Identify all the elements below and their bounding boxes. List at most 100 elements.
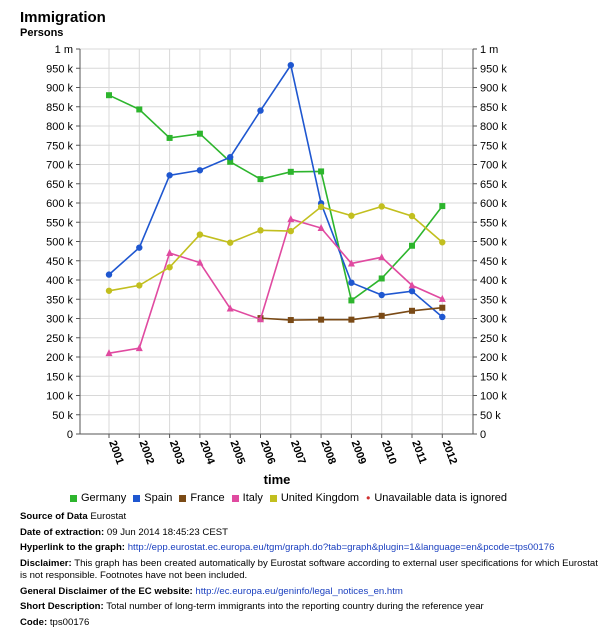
y-tick-label-left: 900 k [46,83,73,95]
point-germany [136,106,142,112]
point-spain [288,62,294,68]
y-tick-label-right: 1 m [480,44,498,56]
y-tick-label-left: 750 k [46,140,73,152]
y-tick-label-left: 550 k [46,217,73,229]
point-united-kingdom [379,203,385,209]
point-united-kingdom [106,288,112,294]
disclaimer-label: Disclaimer: [20,558,72,569]
legend-label-germany: Germany [81,492,126,504]
legend-label-france: France [190,492,224,504]
code-row: Code: tps00176 [20,617,600,629]
y-tick-label-right: 0 [480,429,486,441]
general-disclaimer-label: General Disclaimer of the EC website: [20,586,193,597]
code-value: tps00176 [50,617,89,628]
metadata-block: Source of Data Eurostat Date of extracti… [20,511,600,629]
y-tick-label-right: 750 k [480,140,507,152]
y-tick-label-left: 0 [67,429,73,441]
source-row: Source of Data Eurostat [20,511,600,524]
code-label: Code: [20,617,47,628]
x-tick-label: 2011 [409,439,428,466]
point-spain [409,288,415,294]
y-tick-label-right: 50 k [480,410,501,422]
hyperlink-label: Hyperlink to the graph: [20,542,125,553]
y-tick-label-left: 250 k [46,333,73,345]
legend-item-germany: Germany [70,492,126,504]
point-france [409,308,415,314]
y-tick-label-left: 50 k [52,410,73,422]
point-germany [379,275,385,281]
point-germany [348,297,354,303]
point-spain [197,167,203,173]
point-spain [166,172,172,178]
y-tick-label-left: 650 k [46,179,73,191]
y-tick-label-left: 950 k [46,63,73,75]
x-tick-label: 2010 [379,439,399,466]
x-tick-label: 2008 [318,439,338,466]
point-united-kingdom [318,204,324,210]
y-tick-label-right: 500 k [480,237,507,249]
point-spain [379,292,385,298]
point-france [318,317,324,323]
point-united-kingdom [166,264,172,270]
point-united-kingdom [439,239,445,245]
y-tick-label-right: 200 k [480,352,507,364]
x-tick-label: 2006 [258,439,278,466]
point-germany [288,169,294,175]
point-germany [197,131,203,137]
x-tick-label: 2002 [136,439,156,466]
legend-swatch-spain [133,495,140,502]
unavailable-dot-icon: • [366,495,370,502]
general-disclaimer-link[interactable]: http://ec.europa.eu/geninfo/legal_notice… [195,586,402,597]
point-spain [106,271,112,277]
x-tick-label: 2005 [227,439,247,466]
y-tick-label-left: 100 k [46,391,73,403]
legend-item-spain: Spain [133,492,172,504]
point-spain [439,314,445,320]
legend-label-italy: Italy [243,492,263,504]
legend-label-spain: Spain [144,492,172,504]
point-united-kingdom [409,213,415,219]
point-spain [257,107,263,113]
point-united-kingdom [288,228,294,234]
y-tick-label-right: 350 k [480,294,507,306]
y-tick-label-left: 800 k [46,121,73,133]
legend-swatch-italy [232,495,239,502]
point-united-kingdom [136,282,142,288]
point-germany [167,135,173,141]
y-tick-label-left: 450 k [46,256,73,268]
point-spain [348,279,354,285]
y-tick-label-right: 400 k [480,275,507,287]
y-tick-label-right: 650 k [480,179,507,191]
x-tick-label: 2003 [167,439,187,466]
point-germany [106,92,112,98]
point-germany [318,168,324,174]
y-tick-label-right: 550 k [480,217,507,229]
x-axis-title: time [264,472,291,487]
x-tick-label: 2007 [288,439,308,466]
point-united-kingdom [197,231,203,237]
y-tick-label-left: 300 k [46,314,73,326]
legend-swatch-united-kingdom [270,495,277,502]
legend-item-italy: Italy [232,492,263,504]
unavailable-note-label: Unavailable data is ignored [374,492,507,504]
source-label: Source of Data [20,511,88,522]
y-tick-label-right: 450 k [480,256,507,268]
point-united-kingdom [257,227,263,233]
short-description-value: Total number of long-term immigrants int… [106,601,484,612]
legend-item-united-kingdom: United Kingdom [270,492,359,504]
y-tick-label-left: 700 k [46,160,73,172]
source-value: Eurostat [90,511,126,522]
general-disclaimer-row: General Disclaimer of the EC website: ht… [20,586,600,599]
y-tick-label-right: 250 k [480,333,507,345]
y-tick-label-right: 150 k [480,371,507,383]
graph-hyperlink[interactable]: http://epp.eurostat.ec.europa.eu/tgm/gra… [128,542,555,553]
hyperlink-row: Hyperlink to the graph: http://epp.euros… [20,542,600,555]
short-description-row: Short Description: Total number of long-… [20,601,600,614]
y-tick-label-right: 700 k [480,160,507,172]
point-spain [136,244,142,250]
x-tick-label: 2004 [197,439,217,467]
legend-label-united-kingdom: United Kingdom [281,492,359,504]
point-germany [258,176,264,182]
y-tick-label-right: 950 k [480,63,507,75]
